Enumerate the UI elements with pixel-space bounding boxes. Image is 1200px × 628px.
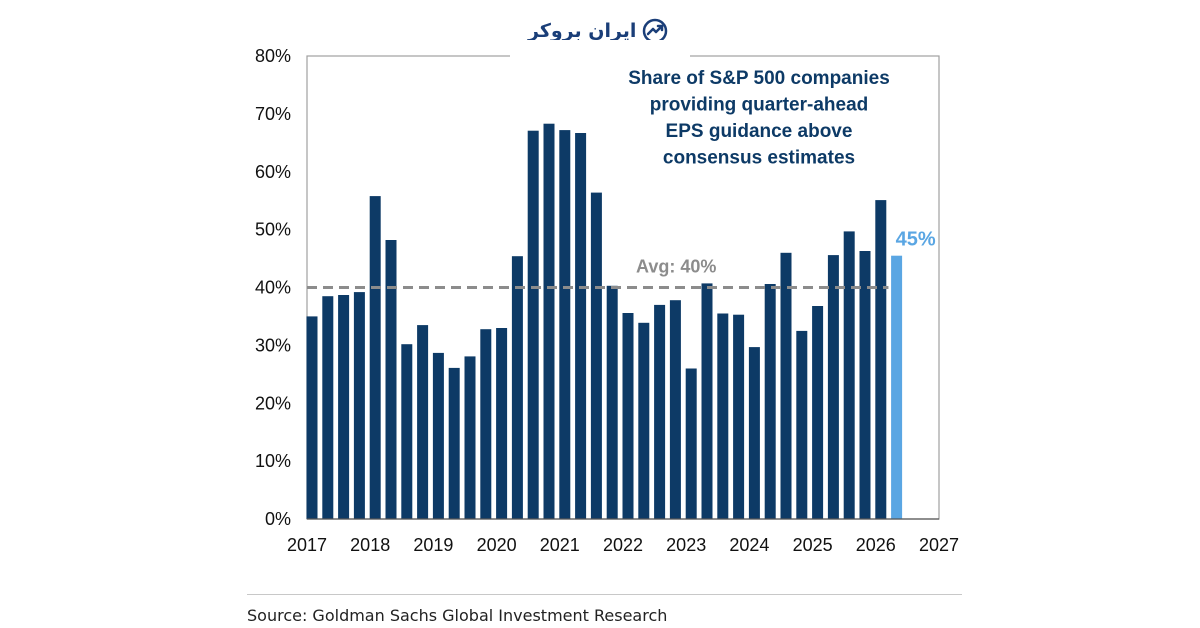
bar: [464, 356, 476, 519]
x-tick-label: 2027: [919, 535, 959, 555]
x-tick-label: 2020: [477, 535, 517, 555]
x-tick-label: 2025: [793, 535, 833, 555]
x-tick-label: 2026: [856, 535, 896, 555]
bar: [622, 313, 634, 519]
bars-group: [306, 123, 903, 520]
bar: [669, 300, 681, 519]
bar: [496, 328, 508, 519]
x-tick-label: 2017: [287, 535, 327, 555]
x-tick-label: 2019: [413, 535, 453, 555]
bar: [748, 347, 760, 519]
x-tick-label: 2021: [540, 535, 580, 555]
logo-background: [510, 40, 690, 60]
source-note: Source: Goldman Sachs Global Investment …: [247, 606, 668, 625]
brand-logo: ایران بروکر: [528, 18, 668, 44]
y-tick-label: 80%: [255, 46, 291, 66]
bar: [827, 255, 839, 519]
bar: [733, 314, 745, 519]
x-tick-label: 2018: [350, 535, 390, 555]
bar: [812, 306, 824, 519]
y-tick-label: 70%: [255, 104, 291, 124]
x-axis-ticks: 2017 2018 2019 2020 2021 2022 2023 2024 2025 2026…: [287, 535, 959, 555]
last-bar-label: 45%: [896, 229, 936, 251]
y-tick-label: 40%: [255, 278, 291, 298]
y-tick-label: 10%: [255, 451, 291, 471]
x-tick-label: 2023: [666, 535, 706, 555]
bar: [843, 231, 855, 519]
bar: [322, 296, 334, 519]
trend-chart-icon: [643, 18, 668, 44]
x-tick-label: 2022: [603, 535, 643, 555]
chart-title-line: consensus estimates: [663, 148, 855, 169]
bar: [859, 251, 871, 519]
source-divider: [247, 594, 962, 595]
chart-title-line: Share of S&P 500 companies: [628, 68, 890, 89]
title-background: [596, 62, 922, 172]
brand-logo-text: ایران بروکر: [528, 20, 637, 42]
bar: [306, 316, 318, 519]
bar: [369, 196, 381, 519]
average-label: Avg: 40%: [636, 257, 716, 277]
bar: [780, 252, 792, 520]
bar: [559, 130, 571, 519]
bar: [401, 344, 413, 519]
bar: [543, 123, 555, 519]
y-tick-label: 20%: [255, 393, 291, 413]
bar: [590, 192, 602, 519]
bar: [480, 329, 492, 519]
bar: [638, 322, 650, 519]
x-tick-label: 2024: [729, 535, 769, 555]
bar: [701, 283, 713, 519]
chart-title-line: EPS guidance above: [666, 121, 853, 142]
bar: [338, 295, 350, 519]
bar: [385, 240, 397, 519]
bar-chart: Avg: 40% 45% 0%10%20%30%40%50%60%70%80% …: [254, 40, 960, 555]
y-tick-label: 30%: [255, 335, 291, 355]
bar: [511, 256, 523, 519]
bar: [685, 368, 697, 519]
chart-title-line: providing quarter-ahead: [650, 95, 869, 116]
bar: [606, 285, 618, 519]
bar-latest: [891, 255, 903, 519]
bar: [654, 304, 666, 519]
y-tick-label: 50%: [255, 220, 291, 240]
bar: [875, 200, 887, 519]
y-tick-label: 60%: [255, 162, 291, 182]
bar: [527, 130, 539, 519]
bar: [353, 292, 365, 519]
y-tick-label: 0%: [265, 509, 291, 529]
bar: [717, 313, 729, 519]
chart-title: Share of S&P 500 companies providing quar…: [628, 68, 890, 169]
bar: [417, 325, 429, 519]
y-axis-ticks: 0% 10% 20% 30% 40% 50% 60% 70% 80%: [255, 46, 291, 529]
bar: [796, 330, 808, 519]
bar: [575, 133, 587, 519]
bar: [448, 367, 460, 519]
bar: [764, 284, 776, 519]
bar: [432, 352, 444, 519]
